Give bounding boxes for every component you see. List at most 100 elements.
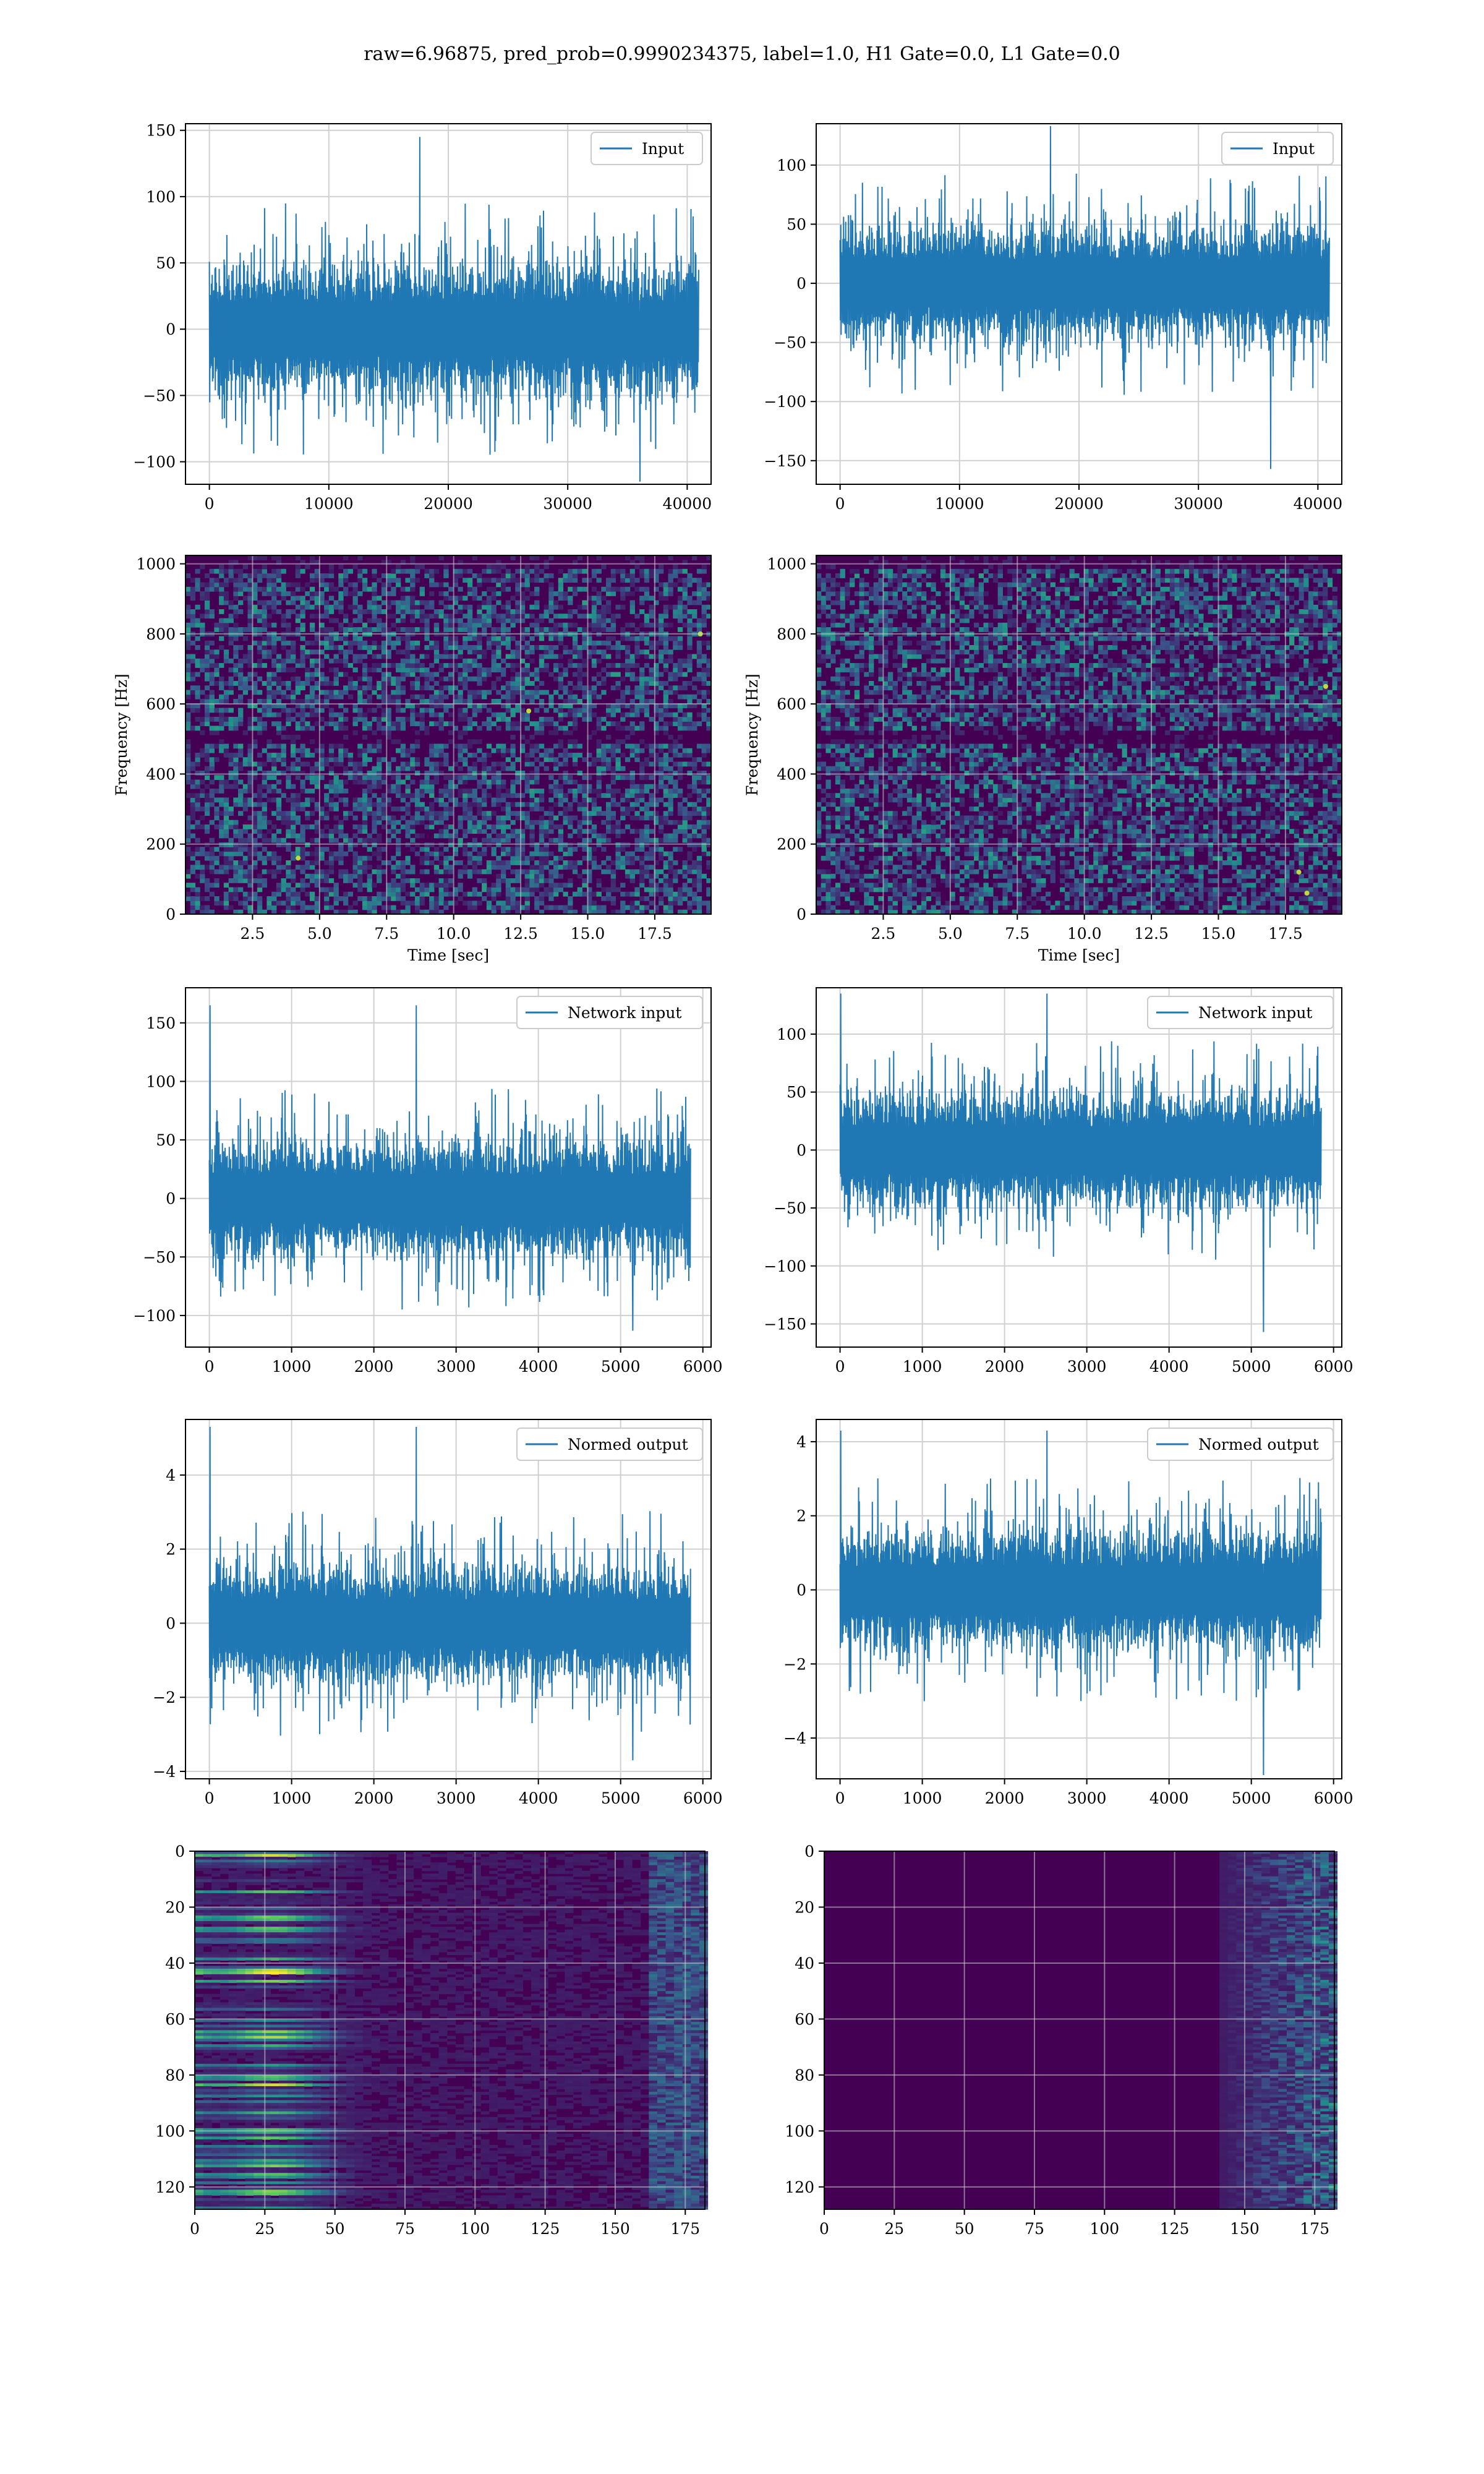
heatmap-cell — [396, 847, 401, 852]
heatmap-cell — [649, 596, 654, 601]
heatmap-cell — [386, 883, 391, 888]
heatmap-cell — [596, 833, 602, 839]
heatmap-cell — [553, 869, 559, 875]
heatmap-cell — [463, 568, 468, 574]
heatmap-cell — [620, 690, 626, 695]
heatmap-cell — [577, 833, 582, 839]
heatmap-cell — [463, 645, 468, 650]
heatmap-cell — [534, 564, 540, 570]
heatmap-cell — [596, 865, 602, 870]
heatmap-cell — [529, 555, 535, 560]
heatmap-cell — [257, 851, 263, 857]
heatmap-cell — [677, 614, 683, 619]
heatmap-cell — [190, 883, 196, 888]
heatmap-cell — [410, 560, 416, 565]
heatmap-cell — [654, 730, 659, 735]
heatmap-cell — [204, 609, 210, 614]
heatmap-cell — [548, 717, 554, 722]
heatmap-cell — [515, 568, 521, 574]
heatmap-cell — [247, 627, 253, 632]
heatmap-cell — [400, 690, 406, 695]
heatmap-cell — [663, 726, 669, 731]
heatmap-cell — [271, 789, 277, 794]
heatmap-cell — [209, 708, 215, 713]
heatmap-cell — [682, 672, 688, 677]
heatmap-cell — [505, 824, 511, 829]
heatmap-cell — [214, 578, 220, 583]
heatmap-cell — [281, 811, 286, 816]
heatmap-cell — [443, 860, 449, 865]
heatmap-cell — [496, 743, 501, 749]
heatmap-cell — [214, 901, 220, 906]
heatmap-cell — [186, 873, 191, 879]
heatmap-cell — [519, 658, 526, 664]
heatmap-cell — [262, 721, 267, 727]
heatmap-cell — [601, 837, 607, 843]
heatmap-cell — [348, 847, 354, 852]
heatmap-cell — [625, 855, 631, 861]
heatmap-cell — [467, 609, 473, 614]
heatmap-cell — [659, 685, 664, 691]
heatmap-cell — [467, 627, 473, 632]
heatmap-cell — [649, 622, 654, 628]
heatmap-cell — [463, 663, 468, 668]
heatmap-cell — [629, 636, 635, 641]
heatmap-cell — [309, 726, 315, 731]
heatmap-cell — [486, 717, 492, 722]
heatmap-cell — [352, 591, 358, 596]
heatmap-cell — [496, 614, 501, 619]
heatmap-cell — [453, 627, 459, 632]
heatmap-cell — [463, 712, 468, 717]
heatmap-cell — [357, 614, 363, 619]
heatmap-cell — [529, 869, 535, 875]
heatmap-cell — [343, 802, 349, 807]
heatmap-cell — [629, 779, 635, 785]
heatmap-cell — [300, 596, 305, 601]
heatmap-cell — [539, 645, 545, 650]
heatmap-cell — [505, 640, 511, 646]
heatmap-cell — [692, 847, 697, 852]
heatmap-cell — [692, 676, 697, 682]
heatmap-cell — [558, 873, 564, 879]
heatmap-cell — [262, 555, 267, 560]
heatmap-cell — [410, 596, 416, 601]
heatmap-cell — [515, 829, 521, 834]
heatmap-cell — [544, 748, 549, 753]
heatmap-cell — [257, 721, 263, 727]
heatmap-cell — [673, 667, 678, 673]
heatmap-cell — [305, 681, 310, 686]
heatmap-cell — [606, 766, 612, 771]
heatmap-cell — [515, 586, 521, 592]
heatmap-cell — [596, 681, 602, 686]
heatmap-cell — [219, 645, 224, 650]
heatmap-cell — [601, 909, 607, 915]
heatmap-cell — [300, 568, 305, 574]
heatmap-cell — [300, 865, 305, 870]
heatmap-cell — [659, 712, 664, 717]
heatmap-cell — [601, 649, 607, 655]
heatmap-cell — [620, 676, 626, 682]
heatmap-cell — [496, 771, 501, 776]
heatmap-cell — [377, 604, 382, 610]
heatmap-cell — [328, 604, 335, 610]
heatmap-cell — [682, 883, 688, 888]
heatmap-cell — [219, 627, 224, 632]
heatmap-cell — [357, 636, 363, 641]
heatmap-cell — [620, 739, 626, 745]
heatmap-cell — [414, 743, 420, 749]
heatmap-cell — [338, 869, 344, 875]
heatmap-cell — [591, 690, 597, 695]
heatmap-cell — [563, 847, 568, 852]
heatmap-cell — [257, 878, 263, 883]
heatmap-cell — [587, 699, 592, 704]
heatmap-cell — [396, 766, 401, 771]
heatmap-cell — [696, 654, 702, 659]
heatmap-cell — [233, 560, 239, 565]
heatmap-cell — [673, 743, 678, 749]
heatmap-cell — [419, 896, 425, 901]
heatmap-cell — [300, 681, 305, 686]
heatmap-cell — [482, 618, 487, 623]
heatmap-cell — [510, 663, 516, 668]
heatmap-cell — [348, 681, 354, 686]
heatmap-cell — [352, 600, 358, 606]
